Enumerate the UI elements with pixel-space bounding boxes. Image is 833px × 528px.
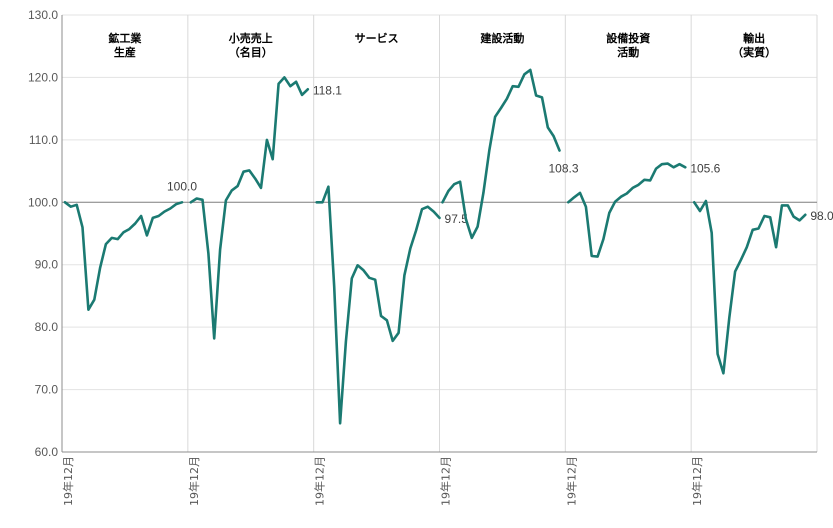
panel-title: サービス [355,31,399,45]
panel-title: 鉱工業生産 [108,31,142,59]
panel-title-line: 建設活動 [480,31,524,45]
y-tick-label: 120.0 [28,70,58,84]
panel-title-line: （実質） [732,45,776,59]
y-tick-label: 90.0 [35,258,59,272]
x-tick-label: 19年12月 [313,456,327,506]
series-line [441,68,561,240]
panel-title: 小売売上（名目） [228,31,273,59]
end-value-label: 100.0 [167,179,197,193]
y-tick-label: 60.0 [35,445,59,459]
end-value-label: 98.0 [810,209,833,223]
end-value-label: 97.5 [445,212,469,226]
x-tick-label: 19年12月 [564,456,578,506]
x-tick-label: 19年12月 [439,456,453,506]
panel-title: 建設活動 [480,31,524,45]
y-tick-label: 80.0 [35,320,59,334]
panel-title-line: サービス [355,31,399,45]
panel-title: 設備投資活動 [606,31,650,59]
panel-title: 輸出（実質） [732,31,776,59]
series-line [692,199,807,375]
x-tick-label: 19年12月 [187,456,201,506]
series-line [566,162,687,258]
panel-title-line: 輸出 [743,31,765,45]
end-value-label: 105.6 [690,161,720,175]
y-tick-label: 70.0 [35,383,59,397]
panel-title-line: （名目） [229,45,273,59]
y-tick-label: 100.0 [28,195,58,209]
series-line [189,76,310,340]
panel-title-line: 設備投資 [606,31,650,45]
panel-title-line: 生産 [114,45,136,59]
series-line [63,201,184,312]
x-tick-label: 19年12月 [61,456,75,506]
series-line [315,185,441,425]
x-tick-label: 19年12月 [690,456,704,506]
end-value-label: 118.1 [313,83,342,97]
panel-title-line: 鉱工業 [108,31,142,45]
panel-title-line: 活動 [617,45,639,59]
end-value-label: 108.3 [548,161,578,175]
y-tick-label: 130.0 [28,8,58,22]
y-tick-label: 110.0 [29,133,58,147]
panel-title-line: 小売売上 [228,31,273,45]
